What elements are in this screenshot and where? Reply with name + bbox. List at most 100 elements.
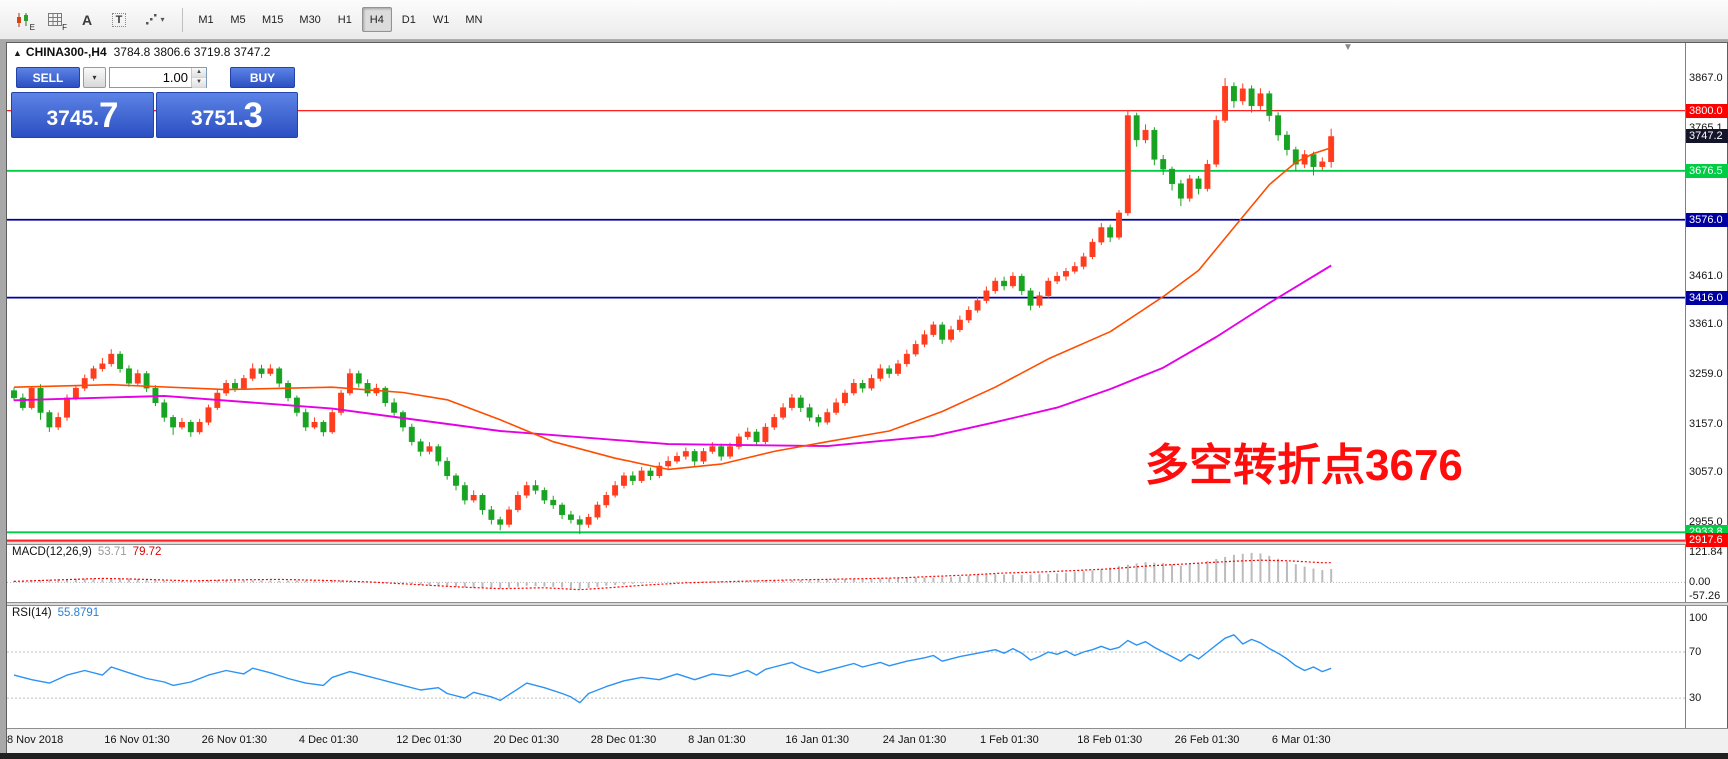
time-label: 28 Dec 01:30 xyxy=(590,734,657,746)
sell-price-pip: 7 xyxy=(99,96,119,135)
macd-pane-separator[interactable] xyxy=(7,541,1728,545)
macd-histogram xyxy=(13,552,1333,590)
text-tool-button[interactable]: A xyxy=(72,6,102,34)
time-label: 26 Feb 01:30 xyxy=(1174,734,1240,746)
main-toolbar: E F A T ▾ M1 M5 M15 M30 H1 H4 D1 W1 MN xyxy=(0,0,1728,40)
cursor-style-dropdown-button[interactable]: ▾ xyxy=(136,6,174,34)
time-label: 16 Nov 01:30 xyxy=(104,734,170,746)
price-marker-3676.5[interactable]: 3676.5 xyxy=(1686,163,1728,178)
volume-decrease-button[interactable]: ▼ xyxy=(192,78,206,88)
cursor-dots-icon xyxy=(146,14,157,25)
sell-price-main: 3745. xyxy=(46,107,100,130)
chevron-down-icon: ▾ xyxy=(160,15,165,24)
timeframe-h1-button[interactable]: H1 xyxy=(337,13,352,26)
one-click-toggle-icon[interactable]: ▲ xyxy=(13,48,22,58)
time-axis[interactable]: 8 Nov 2018 16 Nov 01:30 26 Nov 01:30 4 Dec … xyxy=(7,728,1728,754)
grid-icon xyxy=(48,13,62,26)
rsi-indicator-label: RSI(14) 55.8791 xyxy=(12,607,99,619)
buy-price-pip: 3 xyxy=(243,96,264,135)
price-tick-3361.0: 3361.0 xyxy=(1689,318,1723,331)
chart-shift-marker[interactable]: ▼ xyxy=(1343,42,1353,53)
rsi-name: RSI(14) xyxy=(12,607,52,619)
rsi-pane-separator[interactable] xyxy=(7,602,1728,606)
rsi-line xyxy=(13,634,1332,704)
text-tool-icon: A xyxy=(81,11,93,28)
one-click-trading-panel: SELL ▾ ▲ ▼ BUY 3745.7 3751.3 xyxy=(9,67,301,139)
chart-annotation-text[interactable]: 多空转折点3676 xyxy=(1145,441,1463,490)
timeframe-toolbar: M1 M5 M15 M30 H1 H4 D1 W1 MN xyxy=(191,7,489,32)
chevron-down-icon: ▾ xyxy=(92,73,97,82)
macd-axis--57.26: -57.26 xyxy=(1689,590,1721,603)
buy-button[interactable]: BUY xyxy=(230,67,295,88)
macd-name: MACD(12,26,9) xyxy=(12,546,92,558)
timeframe-m1-button[interactable]: M1 xyxy=(198,13,214,26)
time-label: 8 Jan 01:30 xyxy=(688,734,746,746)
buy-price-main: 3751. xyxy=(190,107,244,130)
macd-signal-line xyxy=(13,559,1332,591)
price-marker-2917.6[interactable]: 2917.6 xyxy=(1686,533,1728,548)
price-tick-3057.0: 3057.0 xyxy=(1689,466,1723,479)
price-tick-3461.0: 3461.0 xyxy=(1689,269,1723,282)
candles xyxy=(11,78,1335,535)
grid-tool-button[interactable]: F xyxy=(40,6,70,34)
price-marker-3576.0[interactable]: 3576.0 xyxy=(1686,212,1728,227)
volume-field: ▲ ▼ xyxy=(109,67,207,88)
tool-badge-f: F xyxy=(62,22,67,32)
toolbar-separator xyxy=(182,7,183,32)
time-label: 8 Nov 2018 xyxy=(7,734,64,746)
candlestick-icon xyxy=(17,12,28,27)
price-axis[interactable]: 3867.0 3765.1 3461.0 3361.0 3259.0 3157.0 3057… xyxy=(1686,43,1728,754)
rsi-axis-100: 100 xyxy=(1689,611,1708,624)
chart-canvas xyxy=(7,43,1686,752)
tool-badge-e: E xyxy=(29,22,35,32)
timeframe-w1-button[interactable]: W1 xyxy=(432,13,450,26)
macd-signal-value: 79.72 xyxy=(132,546,162,558)
rsi-value: 55.8791 xyxy=(57,607,100,619)
ma-slow-line xyxy=(13,264,1332,448)
chart-title: ▲ CHINA300-,H4 3784.8 3806.6 3719.8 3747.2 xyxy=(13,45,270,59)
timeframe-d1-button[interactable]: D1 xyxy=(401,13,416,26)
price-tick-3157.0: 3157.0 xyxy=(1689,417,1723,430)
window-bottom-edge xyxy=(0,753,1728,759)
sell-price-display[interactable]: 3745. 7 xyxy=(11,92,154,138)
time-label: 16 Jan 01:30 xyxy=(785,734,850,746)
timeframe-m5-button[interactable]: M5 xyxy=(230,13,246,26)
time-label: 6 Mar 01:30 xyxy=(1271,734,1331,746)
chart-window: ▲ CHINA300-,H4 3784.8 3806.6 3719.8 3747.2… xyxy=(6,42,1728,754)
macd-main-value: 53.71 xyxy=(97,546,127,558)
order-options-dropdown[interactable]: ▾ xyxy=(83,67,106,88)
time-label: 18 Feb 01:30 xyxy=(1077,734,1143,746)
ma-fast-line xyxy=(13,146,1332,471)
time-label: 4 Dec 01:30 xyxy=(298,734,359,746)
ohlc-values: 3784.8 3806.6 3719.8 3747.2 xyxy=(113,45,271,59)
textbox-tool-button[interactable]: T xyxy=(104,6,134,34)
time-label: 1 Feb 01:30 xyxy=(980,734,1039,746)
volume-increase-button[interactable]: ▲ xyxy=(192,68,206,78)
price-marker-3800.0[interactable]: 3800.0 xyxy=(1686,103,1728,118)
symbol-period-label: CHINA300-,H4 xyxy=(25,45,107,59)
volume-spinner: ▲ ▼ xyxy=(191,68,206,88)
timeframe-mn-button[interactable]: MN xyxy=(465,13,483,26)
macd-axis-121.84: 121.84 xyxy=(1689,546,1723,559)
time-label: 20 Dec 01:30 xyxy=(493,734,559,746)
textbox-tool-icon: T xyxy=(111,12,127,27)
rsi-axis-70: 70 xyxy=(1689,646,1702,659)
price-tick-3867.0: 3867.0 xyxy=(1689,72,1723,85)
macd-axis-0.00: 0.00 xyxy=(1689,576,1711,589)
candlestick-pattern-tool-button[interactable]: E xyxy=(8,6,38,34)
price-tick-2955.0: 2955.0 xyxy=(1689,516,1723,529)
timeframe-m15-button[interactable]: M15 xyxy=(262,13,284,26)
rsi-axis-30: 30 xyxy=(1689,692,1702,705)
macd-indicator-label: MACD(12,26,9) 53.71 79.72 xyxy=(12,546,161,558)
volume-input[interactable] xyxy=(110,68,191,87)
sell-button[interactable]: SELL xyxy=(16,67,80,88)
price-marker-3747.2[interactable]: 3747.2 xyxy=(1686,129,1728,144)
time-label: 12 Dec 01:30 xyxy=(396,734,462,746)
buy-price-display[interactable]: 3751. 3 xyxy=(156,92,298,138)
price-tick-3259.0: 3259.0 xyxy=(1689,368,1723,381)
timeframe-h4-button[interactable]: H4 xyxy=(361,7,392,32)
timeframe-m30-button[interactable]: M30 xyxy=(299,13,321,26)
price-marker-3416.0[interactable]: 3416.0 xyxy=(1686,290,1728,305)
time-label: 24 Jan 01:30 xyxy=(882,734,947,746)
time-label: 26 Nov 01:30 xyxy=(201,734,268,746)
